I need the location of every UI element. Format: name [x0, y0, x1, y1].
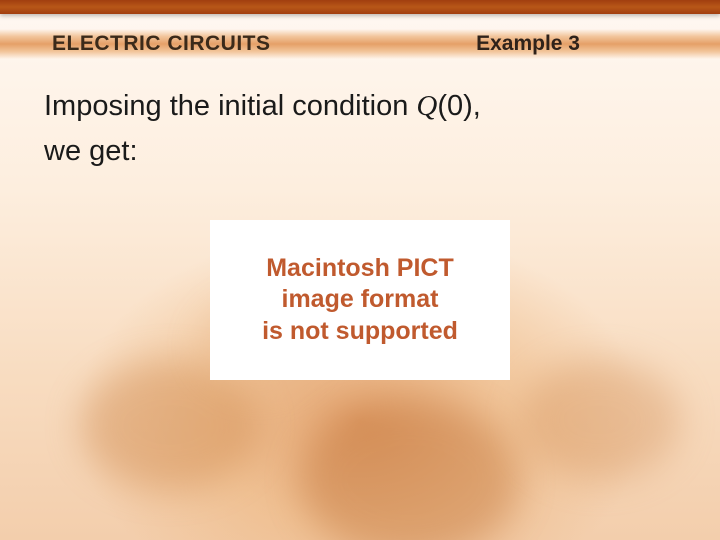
- header-title-right: Example 3: [476, 32, 580, 56]
- background-blob: [300, 400, 520, 540]
- body-line-2: we get:: [44, 129, 660, 174]
- header-title-left: ELECTRIC CIRCUITS: [52, 32, 271, 56]
- variable-q: Q: [416, 90, 437, 122]
- header-row: ELECTRIC CIRCUITS Example 3: [0, 22, 720, 66]
- top-accent-stripe: [0, 0, 720, 14]
- placeholder-line-2: image format: [282, 285, 439, 313]
- body-line1-suffix: (0),: [437, 90, 481, 122]
- background-blob: [520, 360, 680, 480]
- body-line-1: Imposing the initial condition Q(0),: [44, 84, 660, 129]
- body-line1-prefix: Imposing the initial condition: [44, 90, 416, 122]
- placeholder-line-1: Macintosh PICT: [266, 254, 454, 282]
- slide: ELECTRIC CIRCUITS Example 3 Imposing the…: [0, 0, 720, 540]
- placeholder-line-3: is not supported: [262, 317, 458, 345]
- placeholder-message: Macintosh PICT image format is not suppo…: [262, 253, 458, 347]
- missing-image-placeholder: Macintosh PICT image format is not suppo…: [210, 220, 510, 380]
- body-text: Imposing the initial condition Q(0), we …: [44, 84, 660, 174]
